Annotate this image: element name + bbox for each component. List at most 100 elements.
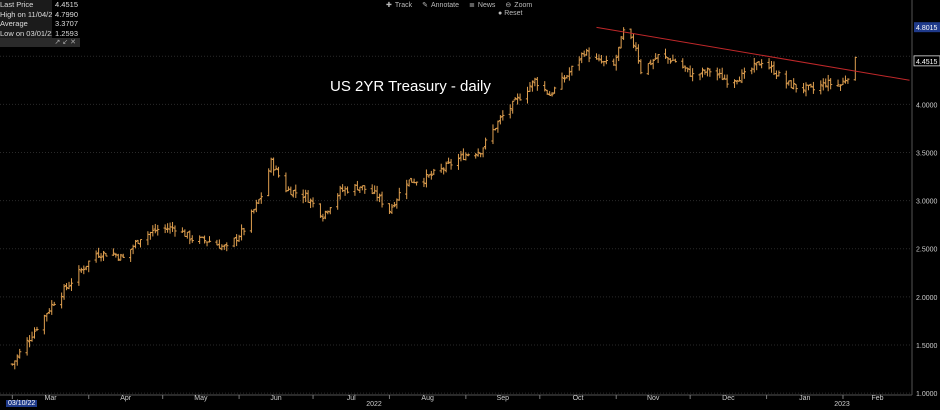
ohlc-bar xyxy=(67,281,71,290)
ohlc-bar xyxy=(69,278,74,291)
ohlc-bar xyxy=(249,209,254,233)
trendline-segment xyxy=(596,26,910,81)
ohlc-bar xyxy=(809,83,813,88)
ohlc-bar xyxy=(373,185,377,195)
reset-button[interactable]: ● Reset xyxy=(498,10,523,17)
ohlc-bar xyxy=(222,244,226,250)
ohlc-bar xyxy=(267,168,271,197)
y-tick-label: 1.0000 xyxy=(916,391,938,398)
ohlc-bar xyxy=(439,163,443,173)
ohlc-bar xyxy=(742,67,746,79)
ohlc-bar xyxy=(301,189,305,204)
ohlc-bar xyxy=(168,222,172,234)
ohlc-bar xyxy=(636,44,640,64)
ohlc-bar xyxy=(242,227,246,236)
ohlc-bar xyxy=(119,253,123,261)
ohlc-bar xyxy=(518,93,522,101)
ohlc-bar xyxy=(50,300,54,315)
ohlc-bar xyxy=(198,235,202,244)
high-price-value: 4.8015 xyxy=(916,25,938,32)
ohlc-bar xyxy=(639,59,643,75)
ohlc-bar xyxy=(444,161,448,173)
ohlc-bar xyxy=(370,184,374,195)
x-month-label: Apr xyxy=(120,395,132,402)
ohlc-bar xyxy=(375,185,379,202)
ohlc-bar xyxy=(432,168,436,176)
ohlc-bar xyxy=(138,239,143,248)
ohlc-bar xyxy=(617,46,621,62)
chart-title: US 2YR Treasury - daily xyxy=(330,78,491,95)
ohlc-bar xyxy=(562,75,567,83)
ohlc-bar xyxy=(407,179,411,187)
ohlc-bar xyxy=(392,202,396,208)
ohlc-bar xyxy=(654,53,658,60)
news-tool[interactable]: ≣ News xyxy=(469,1,496,10)
ohlc-bar xyxy=(257,199,261,205)
ohlc-bar xyxy=(99,253,103,262)
ohlc-bar xyxy=(838,84,843,91)
ohlc-bar xyxy=(698,73,702,81)
ohlc-bar xyxy=(614,54,618,71)
ohlc-bar xyxy=(183,229,187,237)
ohlc-bar xyxy=(18,348,22,359)
ohlc-bar xyxy=(304,189,308,203)
legend-row: Average 3.3707 xyxy=(0,19,78,29)
ohlc-bar xyxy=(27,335,32,348)
ohlc-bar xyxy=(631,33,636,49)
ohlc-bar xyxy=(622,27,626,40)
ohlc-bar xyxy=(449,158,453,170)
ohlc-bar xyxy=(491,124,495,145)
ohlc-bar xyxy=(570,65,574,76)
ohlc-bar xyxy=(700,67,705,78)
ohlc-bar xyxy=(424,169,429,188)
resistance-trendline[interactable] xyxy=(596,26,910,81)
ohlc-bar xyxy=(843,75,848,84)
ohlc-bar xyxy=(725,74,729,88)
ohlc-bar xyxy=(343,186,347,196)
ohlc-bar xyxy=(668,58,673,64)
ohlc-bar xyxy=(666,57,670,64)
ohlc-bar xyxy=(202,235,207,244)
ohlc-bar xyxy=(380,191,384,208)
track-tool[interactable]: ✚ Track xyxy=(386,1,413,10)
zoom-tool[interactable]: ⊖ Zoom xyxy=(505,1,533,10)
ohlc-bar xyxy=(259,192,263,204)
ohlc-bar xyxy=(511,100,515,114)
ohlc-bar xyxy=(826,74,830,92)
x-month-label: Mar xyxy=(44,395,57,402)
ohlc-bar xyxy=(715,67,719,81)
ohlc-bar xyxy=(501,110,505,121)
x-month-label: Jan xyxy=(799,395,810,402)
ohlc-bar xyxy=(464,152,468,161)
ohlc-bar xyxy=(481,147,485,158)
ohlc-bar xyxy=(429,170,433,180)
ohlc-bar xyxy=(272,157,276,176)
ohlc-bar xyxy=(705,67,710,77)
ohlc-bar xyxy=(476,148,480,157)
ohlc-bar xyxy=(649,59,653,66)
ohlc-bar xyxy=(284,172,288,193)
ohlc-bar xyxy=(318,203,323,218)
annotate-tool[interactable]: ✎ Annotate xyxy=(422,1,460,10)
ohlc-bar xyxy=(634,42,638,52)
ohlc-bar xyxy=(811,81,816,94)
ohlc-bar xyxy=(45,313,49,322)
pencil-icon: ✎ xyxy=(422,2,428,9)
ohlc-bar xyxy=(794,83,798,93)
ohlc-bar xyxy=(338,185,342,200)
legend-controls[interactable]: ↗ ↙ ✕ xyxy=(0,38,80,48)
ohlc-bar xyxy=(456,153,461,170)
ohlc-bar xyxy=(151,225,155,237)
ohlc-bar xyxy=(328,207,332,215)
legend-row: Low on 03/01/22 1.2593 xyxy=(0,28,78,39)
ohlc-bar xyxy=(829,78,833,90)
ohlc-bar xyxy=(377,193,382,203)
ohlc-bar xyxy=(13,360,17,370)
ohlc-bar xyxy=(94,250,98,263)
ohlc-bar xyxy=(217,239,221,249)
ohlc-bar xyxy=(545,89,549,95)
ohlc-bar xyxy=(548,91,552,96)
ohlc-bar xyxy=(550,91,554,97)
ohlc-bar xyxy=(146,231,150,246)
